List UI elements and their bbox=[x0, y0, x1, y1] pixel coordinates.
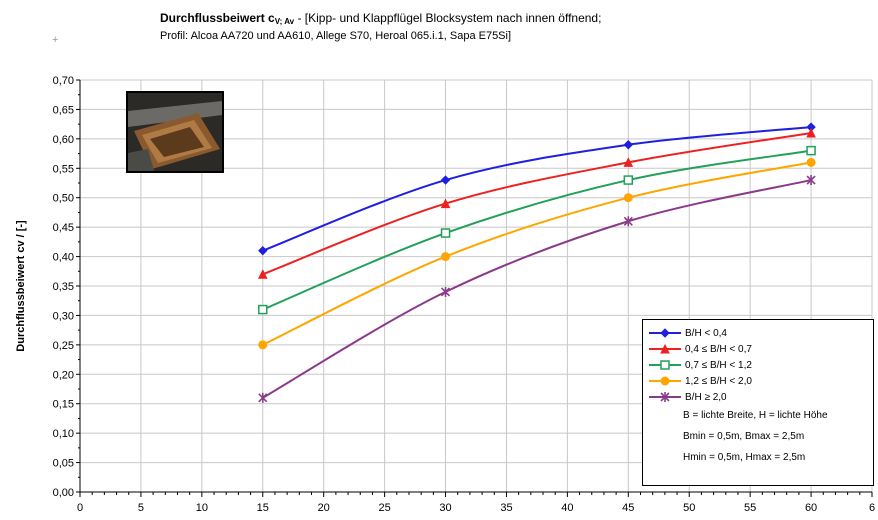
legend-item: 0,7 ≤ B/H < 1,2 bbox=[649, 358, 752, 372]
chart-title-main: Durchflussbeiwert c bbox=[160, 11, 275, 25]
series-line bbox=[262, 161, 812, 346]
legend-item: 0,4 ≤ B/H < 0,7 bbox=[649, 342, 752, 356]
legend-label: B/H < 0,4 bbox=[685, 327, 727, 339]
x-tick-label: 0 bbox=[77, 502, 83, 514]
y-tick-label: 0,00 bbox=[53, 487, 74, 499]
legend-marker bbox=[660, 360, 670, 370]
data-point bbox=[258, 340, 268, 350]
x-tick-label: 25 bbox=[378, 502, 390, 514]
y-tick-label: 0,05 bbox=[53, 458, 74, 470]
y-tick-label: 0,20 bbox=[53, 369, 74, 381]
data-point bbox=[440, 175, 451, 185]
legend-note: Hmin = 0,5m, Hmax = 2,5m bbox=[683, 452, 806, 463]
x-tick-label: 20 bbox=[318, 502, 330, 514]
series-line bbox=[262, 126, 812, 252]
legend-marker bbox=[660, 328, 670, 338]
window-sash-photo bbox=[126, 91, 224, 173]
data-point bbox=[623, 140, 634, 150]
legend-swatch bbox=[649, 376, 681, 386]
x-tick-label: 50 bbox=[683, 502, 695, 514]
legend-swatch bbox=[649, 392, 681, 402]
series-line bbox=[262, 131, 812, 276]
legend-item: B/H ≥ 2,0 bbox=[649, 390, 727, 404]
series-line bbox=[262, 179, 812, 399]
series-line bbox=[262, 149, 812, 311]
x-tick-label: 30 bbox=[439, 502, 451, 514]
legend-swatch bbox=[649, 343, 681, 354]
y-tick-label: 0,70 bbox=[53, 75, 74, 87]
data-point bbox=[623, 175, 634, 185]
legend-marker bbox=[660, 343, 670, 354]
x-tick-label: 55 bbox=[744, 502, 756, 514]
x-tick-label: 35 bbox=[500, 502, 512, 514]
legend-note: Bmin = 0,5m, Bmax = 2,5m bbox=[683, 431, 805, 442]
series-2 bbox=[257, 127, 816, 279]
y-tick-label: 0,40 bbox=[53, 252, 74, 264]
x-tick-label: 45 bbox=[622, 502, 634, 514]
data-point bbox=[441, 252, 451, 262]
y-tick-label: 0,55 bbox=[53, 163, 74, 175]
legend-swatch bbox=[649, 360, 681, 370]
chart-title-rest: - [Kipp- und Klappflügel Blocksystem nac… bbox=[294, 11, 602, 25]
x-tick-label: 15 bbox=[257, 502, 269, 514]
y-tick-label: 0,15 bbox=[53, 399, 74, 411]
x-tick-label: 10 bbox=[196, 502, 208, 514]
y-tick-label: 0,10 bbox=[53, 428, 74, 440]
crosshair-icon: + bbox=[52, 34, 59, 46]
data-point bbox=[258, 304, 268, 315]
legend-label: B/H ≥ 2,0 bbox=[685, 391, 727, 403]
legend-label: 0,4 ≤ B/H < 0,7 bbox=[685, 343, 752, 355]
chart-subtitle: Profil: Alcoa AA720 und AA610, Allege S7… bbox=[160, 30, 512, 42]
x-tick-label: 5 bbox=[138, 502, 144, 514]
series-4 bbox=[258, 157, 816, 350]
x-tick-label: 6 bbox=[869, 502, 875, 514]
legend-item: B/H < 0,4 bbox=[649, 326, 727, 340]
chart-title-subscript: V; Av bbox=[274, 17, 295, 26]
x-tick-label: 60 bbox=[805, 502, 817, 514]
data-point bbox=[257, 269, 268, 279]
series-3 bbox=[258, 145, 816, 315]
data-point bbox=[440, 198, 451, 209]
legend-marker bbox=[660, 376, 670, 386]
data-point bbox=[806, 145, 816, 156]
y-tick-label: 0,45 bbox=[53, 222, 74, 234]
data-point bbox=[806, 127, 816, 138]
data-point bbox=[440, 228, 451, 238]
legend-item: 1,2 ≤ B/H < 2,0 bbox=[649, 374, 752, 388]
chart-title: Durchflussbeiwert cV; Av - [Kipp- und Kl… bbox=[160, 11, 601, 26]
series-1 bbox=[258, 122, 816, 256]
legend-label: 1,2 ≤ B/H < 2,0 bbox=[685, 375, 752, 387]
y-tick-label: 0,35 bbox=[53, 281, 74, 293]
chart-legend: B/H < 0,4 0,4 ≤ B/H < 0,7 0,7 ≤ B/H < 1,2 1… bbox=[642, 319, 874, 486]
y-tick-label: 0,65 bbox=[53, 104, 74, 116]
y-tick-label: 0,25 bbox=[53, 340, 74, 352]
legend-swatch bbox=[649, 328, 681, 338]
legend-label: 0,7 ≤ B/H < 1,2 bbox=[685, 359, 752, 371]
data-point bbox=[623, 193, 633, 203]
y-axis-label: Durchflussbeiwert cv / [-] bbox=[15, 220, 27, 352]
y-tick-label: 0,50 bbox=[53, 193, 74, 205]
y-tick-label: 0,60 bbox=[53, 134, 74, 146]
data-point bbox=[806, 157, 816, 167]
legend-note: B = lichte Breite, H = lichte Höhe bbox=[683, 410, 828, 421]
x-tick-label: 40 bbox=[561, 502, 573, 514]
data-point bbox=[258, 245, 268, 256]
y-tick-label: 0,30 bbox=[53, 310, 74, 322]
data-point bbox=[623, 157, 634, 167]
series-5 bbox=[258, 175, 816, 403]
